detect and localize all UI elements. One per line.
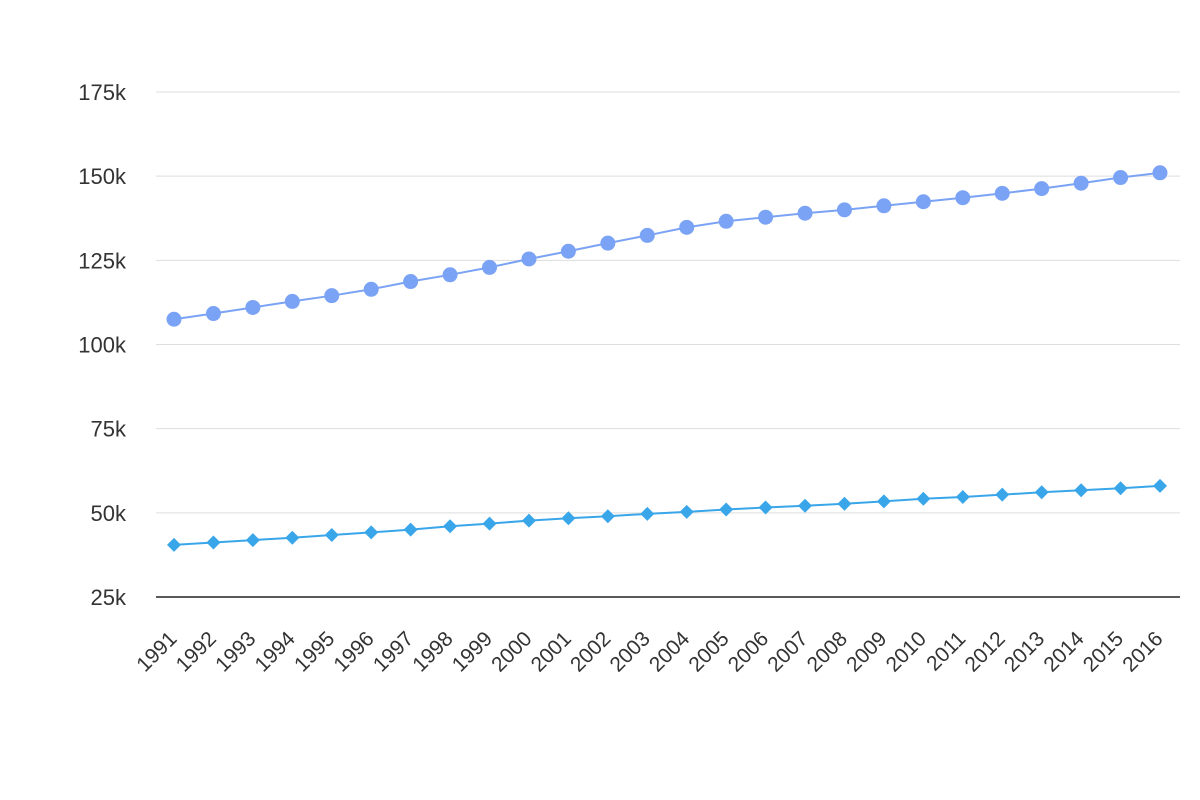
series-group — [166, 165, 1168, 552]
series-1 — [166, 165, 1168, 327]
data-point — [482, 259, 498, 275]
data-point — [836, 202, 852, 218]
data-point — [1152, 165, 1168, 181]
x-tick-label: 1996 — [329, 627, 378, 676]
y-tick-label: 125k — [78, 248, 127, 273]
data-point — [876, 198, 892, 214]
data-point — [363, 281, 379, 297]
x-tick-label: 1995 — [290, 627, 339, 676]
x-tick-label: 2013 — [1000, 627, 1049, 676]
data-point — [718, 213, 734, 229]
data-point — [442, 267, 458, 283]
data-point — [482, 516, 497, 531]
data-point — [994, 185, 1010, 201]
data-point — [719, 502, 734, 517]
data-point — [600, 235, 616, 251]
data-point — [561, 511, 576, 526]
data-point — [284, 293, 300, 309]
x-tick-label: 2000 — [487, 627, 536, 676]
data-point — [916, 491, 931, 506]
data-point — [679, 219, 695, 235]
data-point — [758, 209, 774, 225]
data-point — [639, 227, 655, 243]
x-tick-label: 2015 — [1079, 627, 1128, 676]
x-tick-label: 2004 — [645, 627, 695, 677]
data-point — [167, 537, 181, 552]
data-point — [640, 506, 655, 521]
data-point — [403, 522, 418, 537]
data-point — [1113, 481, 1128, 496]
grid-lines — [156, 91, 1180, 598]
data-point — [324, 528, 339, 543]
x-tick-label: 2009 — [842, 627, 891, 676]
data-point — [205, 306, 221, 322]
y-tick-label: 100k — [78, 333, 127, 358]
x-tick-label: 2016 — [1118, 627, 1167, 676]
x-tick-label: 1992 — [172, 627, 221, 676]
data-point — [324, 288, 340, 304]
data-point — [837, 496, 852, 511]
data-point — [1073, 175, 1089, 191]
x-tick-label: 2003 — [606, 627, 655, 676]
x-tick-label: 2001 — [527, 627, 576, 676]
data-point — [245, 299, 261, 315]
y-tick-label: 25k — [91, 585, 127, 610]
y-tick-label: 75k — [91, 417, 127, 442]
series-line — [173, 484, 1161, 546]
y-tick-label: 150k — [78, 164, 127, 189]
data-point — [798, 498, 813, 513]
data-point — [679, 504, 694, 519]
x-tick-label: 2014 — [1039, 627, 1089, 677]
x-tick-label: 1999 — [448, 627, 497, 676]
x-tick-label: 1991 — [132, 627, 181, 676]
data-point — [1153, 478, 1167, 493]
data-point — [560, 243, 576, 259]
x-tick-label: 2006 — [724, 627, 773, 676]
y-tick-label: 175k — [78, 80, 127, 105]
data-point — [364, 525, 379, 540]
data-point — [443, 519, 458, 534]
y-axis-ticks: 25k 50k 75k 100k 125k 150k 175k — [78, 80, 127, 610]
data-point — [1113, 170, 1129, 186]
series-2 — [167, 478, 1167, 552]
x-axis-ticks: 1991199219931994199519961997199819992000… — [132, 627, 1167, 677]
data-point — [758, 500, 773, 515]
data-point — [876, 494, 891, 509]
data-point — [1074, 483, 1089, 498]
x-tick-label: 2008 — [803, 627, 852, 676]
data-point — [600, 509, 615, 524]
data-point — [955, 190, 971, 206]
data-point — [285, 530, 300, 545]
x-tick-label: 2007 — [763, 627, 812, 676]
data-point — [206, 535, 221, 550]
data-point — [245, 533, 260, 548]
data-point — [403, 274, 419, 290]
data-point — [1034, 485, 1049, 500]
data-point — [955, 490, 970, 505]
x-tick-label: 1993 — [211, 627, 260, 676]
x-tick-label: 2005 — [684, 627, 733, 676]
data-point — [166, 311, 182, 327]
series-line — [173, 171, 1161, 321]
x-tick-label: 1997 — [369, 627, 418, 676]
x-tick-label: 2010 — [882, 627, 931, 676]
data-point — [995, 487, 1010, 502]
x-tick-label: 2002 — [566, 627, 615, 676]
y-tick-label: 50k — [91, 501, 127, 526]
x-tick-label: 1994 — [251, 627, 301, 677]
data-point — [521, 513, 536, 528]
data-point — [1034, 181, 1050, 197]
x-tick-label: 1998 — [408, 627, 457, 676]
data-point — [797, 205, 813, 221]
data-point — [915, 194, 931, 210]
data-point — [521, 251, 537, 267]
x-tick-label: 2012 — [960, 627, 1009, 676]
x-tick-label: 2011 — [922, 627, 970, 675]
